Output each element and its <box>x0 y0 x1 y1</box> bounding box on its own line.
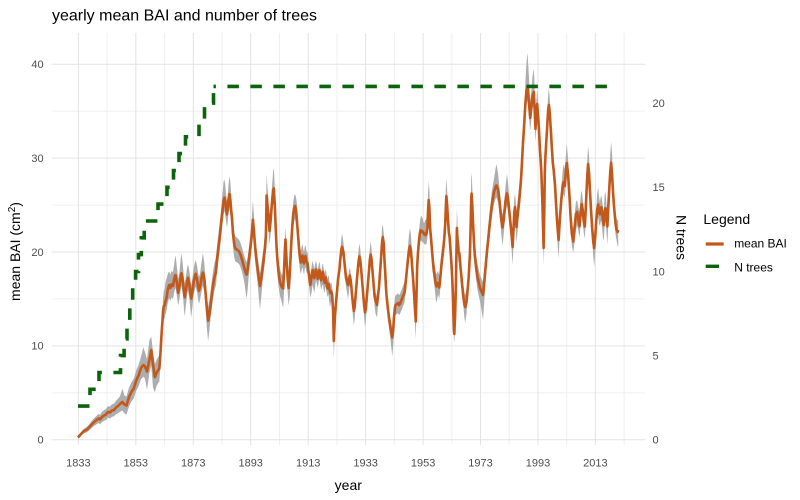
svg-text:30: 30 <box>31 153 43 165</box>
svg-text:1933: 1933 <box>353 458 377 470</box>
svg-text:1973: 1973 <box>468 458 492 470</box>
svg-text:Legend: Legend <box>703 211 750 227</box>
svg-text:1853: 1853 <box>124 458 148 470</box>
svg-text:yearly mean BAI and number of: yearly mean BAI and number of trees <box>52 8 317 25</box>
svg-text:15: 15 <box>653 182 665 194</box>
svg-text:20: 20 <box>653 98 665 110</box>
svg-text:0: 0 <box>653 435 659 447</box>
svg-text:1953: 1953 <box>411 458 435 470</box>
svg-text:1913: 1913 <box>296 458 320 470</box>
svg-text:20: 20 <box>31 247 43 259</box>
svg-text:0: 0 <box>37 435 43 447</box>
svg-text:5: 5 <box>653 350 659 362</box>
svg-text:10: 10 <box>653 266 665 278</box>
svg-text:1993: 1993 <box>526 458 550 470</box>
svg-text:year: year <box>335 477 363 493</box>
svg-text:mean BAI (cm2): mean BAI (cm2) <box>7 202 23 301</box>
svg-text:mean BAI: mean BAI <box>734 237 787 251</box>
svg-text:2013: 2013 <box>583 458 607 470</box>
svg-text:1833: 1833 <box>66 458 90 470</box>
svg-text:N trees: N trees <box>674 215 690 260</box>
svg-text:1873: 1873 <box>181 458 205 470</box>
svg-text:40: 40 <box>31 59 43 71</box>
svg-text:N trees: N trees <box>734 261 773 275</box>
svg-text:1893: 1893 <box>238 458 262 470</box>
svg-text:10: 10 <box>31 341 43 353</box>
